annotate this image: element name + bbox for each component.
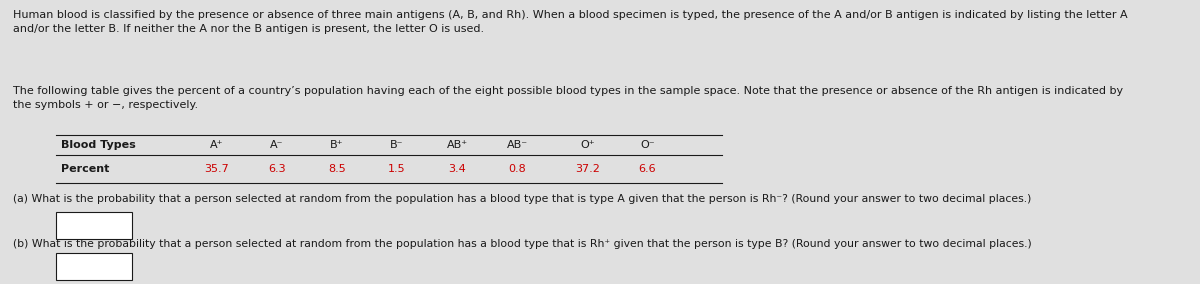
Text: 0.8: 0.8	[509, 164, 526, 174]
Text: 1.5: 1.5	[388, 164, 406, 174]
Text: AB⁺: AB⁺	[446, 140, 468, 150]
Text: B⁺: B⁺	[330, 140, 343, 150]
FancyBboxPatch shape	[56, 212, 132, 239]
Text: 35.7: 35.7	[204, 164, 229, 174]
Text: AB⁻: AB⁻	[506, 140, 528, 150]
Text: Human blood is classified by the presence or absence of three main antigens (A, : Human blood is classified by the presenc…	[13, 10, 1128, 34]
Text: 8.5: 8.5	[328, 164, 346, 174]
Text: O⁻: O⁻	[640, 140, 655, 150]
Text: 6.6: 6.6	[638, 164, 656, 174]
Text: A⁺: A⁺	[210, 140, 223, 150]
Text: 37.2: 37.2	[575, 164, 600, 174]
Text: Percent: Percent	[61, 164, 110, 174]
Text: (b) What is the probability that a person selected at random from the population: (b) What is the probability that a perso…	[13, 239, 1032, 249]
Text: The following table gives the percent of a country’s population having each of t: The following table gives the percent of…	[13, 86, 1123, 110]
FancyBboxPatch shape	[56, 253, 132, 280]
Text: A⁻: A⁻	[270, 140, 283, 150]
Text: Blood Types: Blood Types	[61, 140, 137, 150]
Text: 3.4: 3.4	[448, 164, 466, 174]
Text: B⁻: B⁻	[390, 140, 403, 150]
Text: O⁺: O⁺	[580, 140, 594, 150]
Text: (a) What is the probability that a person selected at random from the population: (a) What is the probability that a perso…	[13, 194, 1032, 204]
Text: 6.3: 6.3	[268, 164, 286, 174]
